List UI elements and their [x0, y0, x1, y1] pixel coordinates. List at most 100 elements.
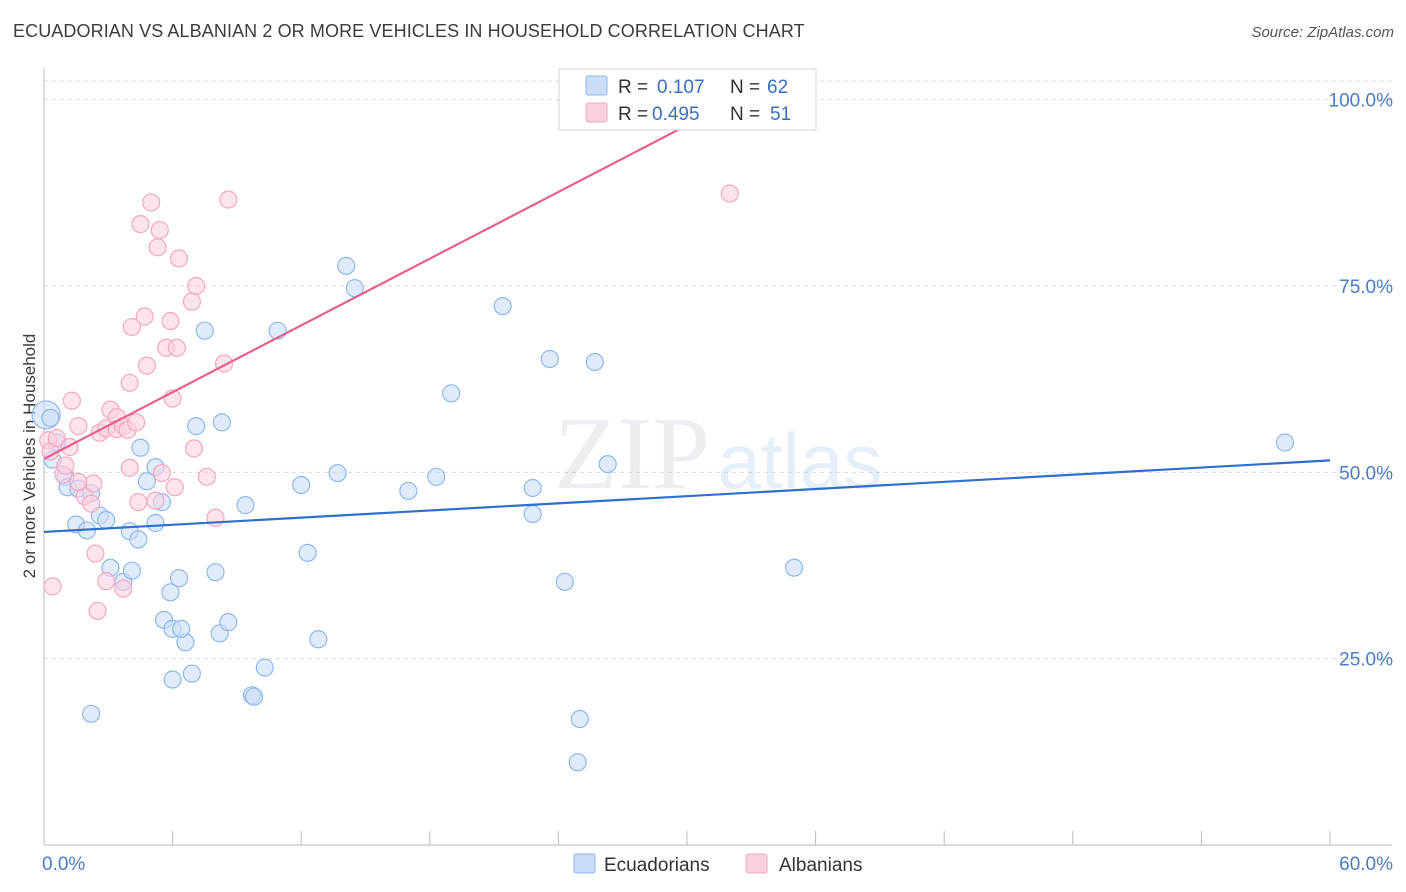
ecuadorian-point-53: [555, 572, 574, 591]
ecuadorian-point-17: [131, 438, 150, 457]
ecuadorian-point-47: [427, 467, 446, 486]
albanian-point-26: [129, 493, 148, 512]
albanian-point-50: [720, 184, 739, 203]
albanian-point-33: [150, 220, 169, 240]
bottom-legend: Ecuadorians Albanians: [573, 853, 862, 876]
ecuadorian-point-22: [161, 583, 180, 602]
ecuadorian-point-41: [298, 543, 317, 562]
albanian-point-48: [165, 478, 184, 497]
y-tick-labels: 100.0% 75.0% 50.0% 25.0%: [1329, 91, 1394, 671]
x-tick-label-min: 0.0%: [42, 854, 85, 875]
albanian-point-32: [148, 238, 167, 257]
albanian-point-49: [69, 472, 88, 492]
ecuadorian-point-52: [540, 349, 559, 369]
ecuadorian-point-46: [399, 481, 418, 501]
albanian-point-2: [43, 577, 62, 596]
ecuadorian-point-9: [97, 510, 116, 530]
ecuadorian-point-35: [219, 613, 238, 632]
albanian-point-7: [62, 391, 81, 410]
x-tick-labels: 0.0% 60.0%: [42, 854, 1393, 875]
albanian-point-36: [161, 311, 180, 331]
albanian-point-42: [187, 276, 206, 296]
ecuadorian-point-29: [163, 670, 182, 689]
ecuadorian-point-1: [41, 408, 60, 428]
albanian-point-25: [127, 413, 146, 432]
ecuadorian-point-32: [212, 413, 231, 432]
ecuadorian-point-16: [122, 561, 141, 580]
bottom-legend-ecuadorians: Ecuadorians: [604, 855, 710, 876]
y-tick-label-3: 25.0%: [1339, 650, 1393, 671]
ecuadorian-point-30: [187, 417, 206, 436]
watermark-atlas: atlas: [718, 417, 883, 505]
watermark-zip: ZIP: [554, 396, 710, 511]
legend-r-label-1: R =: [618, 104, 648, 125]
albanian-point-31: [146, 491, 165, 510]
legend-n-label-1: N =: [730, 104, 760, 125]
albanian-point-13: [88, 601, 107, 621]
albanian-point-38: [167, 338, 186, 357]
albanian-point-46: [219, 190, 238, 209]
ecuadorian-point-48: [442, 384, 461, 403]
ecuadorian-point-43: [328, 463, 347, 483]
gridlines: [44, 80, 1392, 660]
legend-r-label-0: R =: [618, 77, 648, 98]
bottom-legend-swatch-ecuadorians: [573, 853, 596, 874]
legend-swatch-ecuadorians: [585, 75, 608, 96]
albanian-point-10: [82, 494, 101, 513]
y-tick-label-2: 50.0%: [1339, 463, 1393, 484]
x-tick-label-max: 60.0%: [1339, 854, 1393, 875]
ecuadorian-point-28: [182, 664, 201, 683]
legend-n-value-0: 62: [767, 77, 788, 98]
legend-r-value-0: 0.107: [657, 77, 705, 98]
albanian-point-24: [122, 317, 141, 337]
ecuadorian-point-18: [137, 472, 156, 491]
trend-lines: [43, 98, 1331, 534]
chart-title: ECUADORIAN VS ALBANIAN 2 OR MORE VEHICLE…: [13, 21, 805, 41]
y-tick-label-1: 75.0%: [1339, 277, 1393, 298]
source-label: Source: ZipAtlas.com: [1251, 24, 1394, 41]
albanian-point-27: [131, 215, 150, 234]
legend-box: R = 0.107 N = 62 R = 0.495 N = 51: [558, 68, 817, 131]
bottom-legend-swatch-albanians: [745, 853, 768, 874]
ecuadorian-point-50: [523, 478, 542, 498]
ecuadorian-point-23: [169, 569, 189, 588]
albanian-point-40: [182, 292, 201, 311]
albanian-point-5: [60, 437, 79, 457]
ecuadorian-point-36: [236, 496, 255, 515]
ecuadorian-point-40: [292, 475, 311, 495]
data-points: [31, 184, 1295, 772]
ecuadorian-point-59: [1275, 433, 1295, 452]
albanian-point-8: [69, 417, 88, 436]
legend-r-value-1: 0.495: [652, 104, 700, 125]
albanian-point-28: [135, 307, 154, 326]
legend-n-value-1: 51: [770, 104, 791, 125]
legend-swatch-albanians: [585, 102, 608, 123]
ecuadorian-point-13: [129, 530, 148, 549]
ecuadorian-point-20: [146, 513, 165, 533]
ecuadorian-point-61: [82, 704, 101, 723]
ecuadorian-point-31: [195, 321, 214, 340]
ecuadorian-point-55: [568, 753, 587, 772]
albanian-point-20: [114, 579, 133, 598]
ecuadorian-point-57: [598, 455, 617, 474]
albanian-point-23: [120, 373, 139, 392]
albanian-point-43: [197, 467, 216, 486]
ecuadorian-point-38: [255, 658, 274, 677]
albanian-trend-line: [43, 98, 737, 460]
albanian-point-39: [169, 249, 189, 268]
ecuadorian-point-54: [570, 709, 589, 729]
ecuadorian-point-27: [172, 619, 191, 638]
albanian-point-29: [137, 356, 156, 375]
ecuadorian-point-33: [206, 563, 225, 582]
albanian-point-11: [84, 474, 103, 493]
ecuadorian-point-56: [585, 352, 604, 372]
albanian-point-34: [152, 463, 171, 483]
albanian-point-6: [56, 456, 75, 475]
albanian-point-41: [184, 439, 204, 458]
ecuadorian-point-42: [309, 630, 328, 649]
albanian-point-47: [97, 572, 116, 591]
ecuadorian-point-44: [337, 256, 356, 275]
ecuadorian-point-60: [244, 687, 264, 706]
ecuadorian-point-51: [523, 504, 542, 524]
